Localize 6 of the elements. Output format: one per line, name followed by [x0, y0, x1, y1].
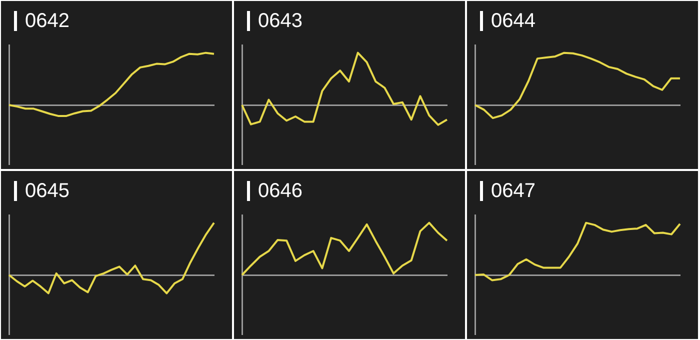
- chart-title: 0645: [25, 180, 70, 202]
- chart-title: 0647: [491, 180, 536, 202]
- chart-title: 0643: [258, 10, 302, 32]
- chart-title: 0646: [258, 180, 302, 202]
- chart-title: 0644: [491, 10, 536, 32]
- chart-title: 0642: [25, 10, 70, 32]
